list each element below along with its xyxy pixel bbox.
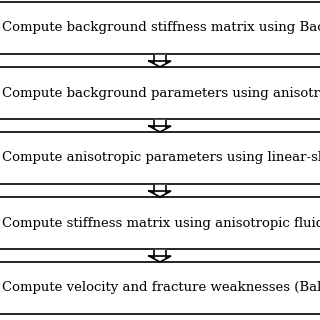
- Bar: [0, 197, 320, 249]
- Text: Compute background stiffness matrix using Backus averaging: Compute background stiffness matrix usin…: [2, 21, 320, 35]
- Text: Compute anisotropic parameters using linear-slip model: Compute anisotropic parameters using lin…: [2, 151, 320, 164]
- Text: Compute stiffness matrix using anisotropic fluid substitution: Compute stiffness matrix using anisotrop…: [2, 217, 320, 229]
- Polygon shape: [154, 250, 166, 258]
- Polygon shape: [150, 256, 170, 261]
- Polygon shape: [150, 126, 170, 131]
- Polygon shape: [150, 61, 170, 66]
- Bar: [0, 132, 320, 184]
- Polygon shape: [154, 120, 166, 128]
- Bar: [0, 262, 320, 314]
- Polygon shape: [154, 55, 166, 63]
- Polygon shape: [150, 191, 170, 196]
- Bar: [0, 67, 320, 119]
- Text: Compute velocity and fracture weaknesses (Bakulin): Compute velocity and fracture weaknesses…: [2, 282, 320, 294]
- Text: Compute background parameters using anisotropic Thomsen parameters: Compute background parameters using anis…: [2, 86, 320, 100]
- Polygon shape: [154, 185, 166, 193]
- Bar: [0, 2, 320, 54]
